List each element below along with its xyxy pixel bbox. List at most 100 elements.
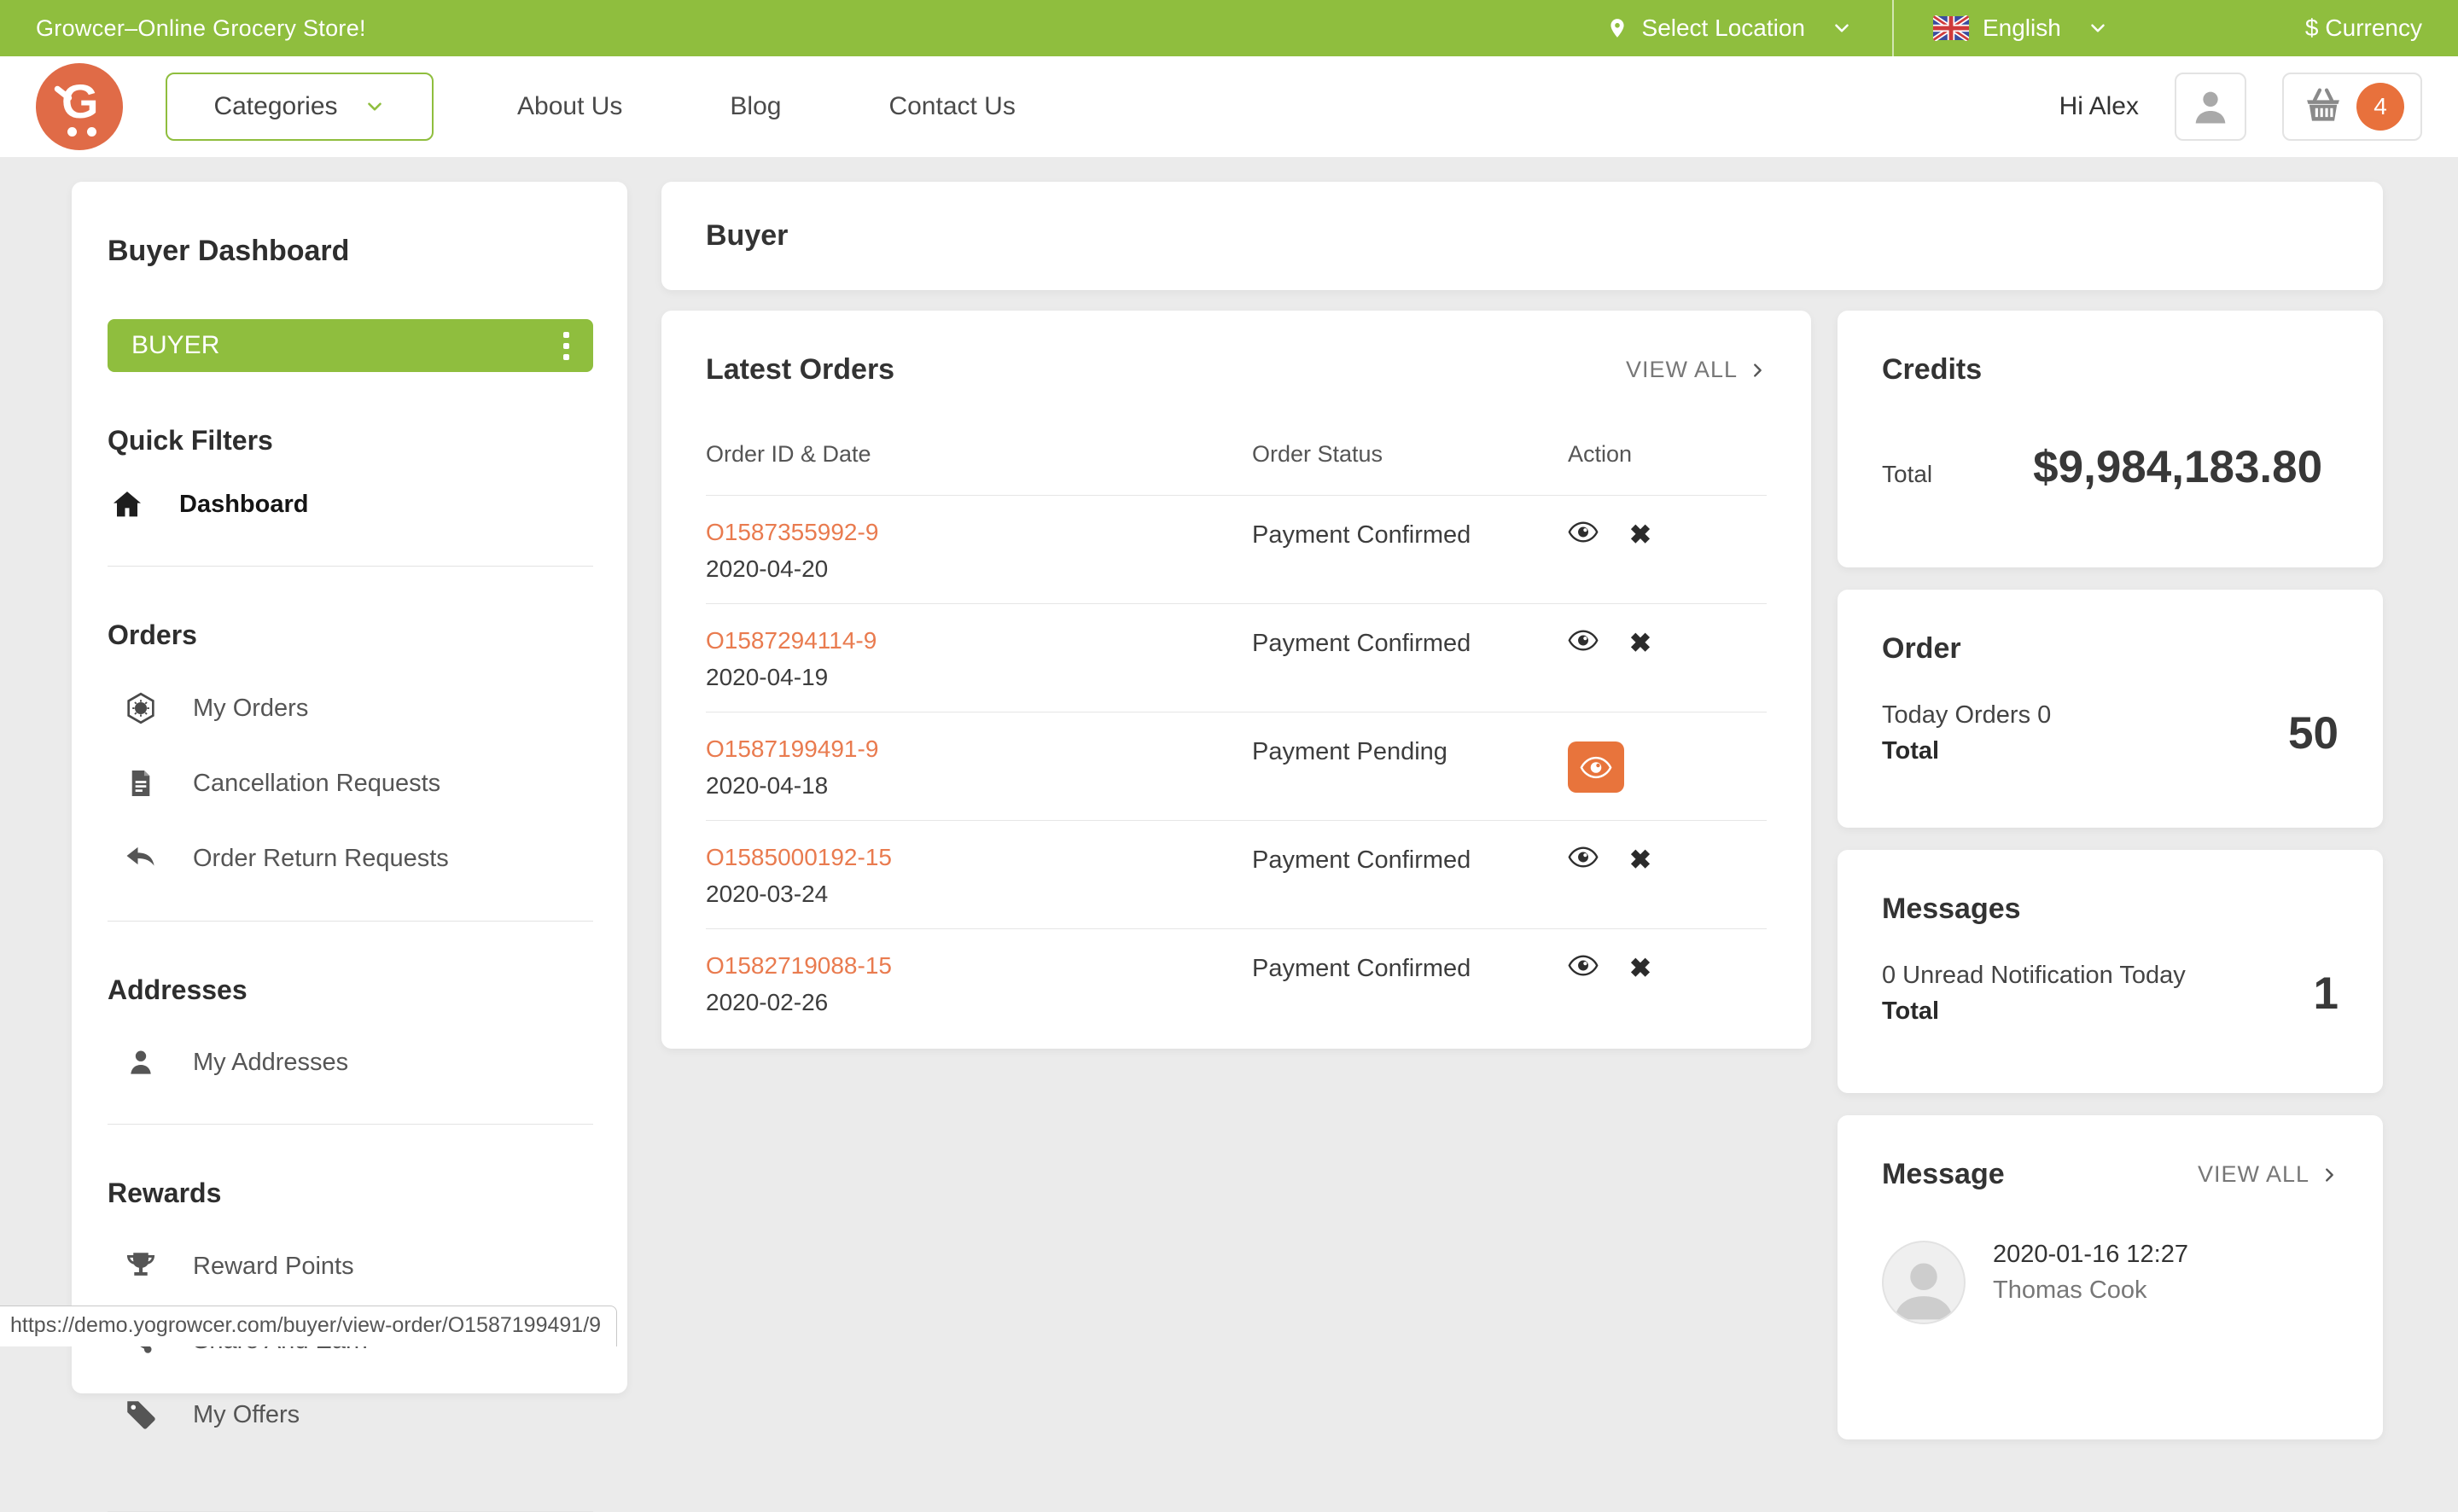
chevron-right-icon xyxy=(1748,361,1767,380)
cancel-order-button[interactable]: ✖ xyxy=(1629,953,1651,983)
order-status: Payment Confirmed xyxy=(1252,846,1471,874)
buyer-role-button[interactable]: BUYER xyxy=(108,319,593,372)
avatar xyxy=(1882,1241,1966,1324)
buyer-role-label: BUYER xyxy=(131,331,220,359)
orders-table-header: Order ID & Date Order Status Action xyxy=(706,441,1767,496)
order-status: Payment Confirmed xyxy=(1252,630,1471,657)
view-order-button[interactable] xyxy=(1568,630,1599,651)
sidebar-item-order-return-requests[interactable]: Order Return Requests xyxy=(108,840,593,876)
sidebar-item-label: Order Return Requests xyxy=(193,844,449,872)
location-pin-icon xyxy=(1606,17,1628,39)
order-total-label: Total xyxy=(1882,737,1940,765)
link-preview-statusbar: https://demo.yogrowcer.com/buyer/view-or… xyxy=(0,1306,618,1346)
unread-notification-label: 0 Unread Notification Today xyxy=(1882,962,2186,989)
language-label: English xyxy=(1982,15,2061,41)
main-column: Buyer Latest Orders VIEW ALL Order ID & … xyxy=(661,182,2383,1439)
order-date: 2020-04-19 xyxy=(706,664,829,690)
order-status: Payment Pending xyxy=(1252,738,1447,765)
table-row: O1587355992-9 2020-04-20 Payment Confirm… xyxy=(706,496,1767,604)
order-emblem-icon xyxy=(121,690,160,726)
select-location-label: Select Location xyxy=(1641,15,1805,41)
credits-title: Credits xyxy=(1882,353,1983,386)
sidebar-item-cancellation-requests[interactable]: Cancellation Requests xyxy=(108,765,593,801)
messages-stats-card: Messages 0 Unread Notification Today Tot… xyxy=(1838,850,2383,1093)
table-row: O1582719088-15 2020-02-26 Payment Confir… xyxy=(706,929,1767,1037)
column-header: Order ID & Date xyxy=(706,441,871,467)
view-order-button[interactable] xyxy=(1568,955,1599,976)
categories-label: Categories xyxy=(213,92,338,120)
order-status: Payment Confirmed xyxy=(1252,521,1471,549)
page-title: Buyer xyxy=(706,219,789,252)
addresses-heading: Addresses xyxy=(108,974,248,1005)
quick-filters-heading: Quick Filters xyxy=(108,425,273,456)
sidebar-item-my-offers[interactable]: My Offers xyxy=(108,1397,593,1433)
order-id-link[interactable]: O1582719088-15 xyxy=(706,952,892,979)
chevron-down-icon xyxy=(1831,17,1853,39)
sidebar-item-label: Reward Points xyxy=(193,1252,354,1280)
nav-blog[interactable]: Blog xyxy=(730,92,782,120)
dollar-icon: $ xyxy=(2304,15,2319,41)
stats-column: Credits Total $9,984,183.80 Order Today … xyxy=(1838,311,2383,1439)
page-title-card: Buyer xyxy=(661,182,2383,290)
person-icon xyxy=(121,1045,160,1079)
divider xyxy=(108,566,593,567)
order-id-link[interactable]: O1587294114-9 xyxy=(706,627,877,654)
latest-orders-title: Latest Orders xyxy=(706,353,895,386)
return-arrow-icon xyxy=(121,840,160,876)
message-sender: Thomas Cook xyxy=(1993,1276,2147,1304)
latest-orders-card: Latest Orders VIEW ALL Order ID & Date O… xyxy=(661,311,1811,1049)
chevron-down-icon xyxy=(2087,17,2109,39)
order-id-link[interactable]: O1587199491-9 xyxy=(706,736,879,762)
message-timestamp: 2020-01-16 12:27 xyxy=(1993,1241,2188,1268)
messages-total-label: Total xyxy=(1882,997,1940,1025)
messages-total-value: 1 xyxy=(2313,968,2339,1019)
order-id-link[interactable]: O1585000192-15 xyxy=(706,844,892,870)
credits-total-value: $9,984,183.80 xyxy=(2033,442,2323,492)
sidebar-item-dashboard[interactable]: Dashboard xyxy=(108,487,593,521)
cart-count-badge: 4 xyxy=(2356,83,2404,131)
main-nav: About Us Blog Contact Us xyxy=(517,92,1016,121)
view-order-button[interactable] xyxy=(1568,846,1599,868)
account-button[interactable] xyxy=(2175,73,2246,141)
column-header: Action xyxy=(1568,441,1633,467)
orders-view-all-link[interactable]: VIEW ALL xyxy=(1626,357,1767,383)
view-order-button-highlighted[interactable] xyxy=(1568,741,1624,793)
categories-button[interactable]: Categories xyxy=(166,73,434,141)
uk-flag-icon xyxy=(1932,15,1969,41)
cart-button[interactable]: 4 xyxy=(2282,73,2422,141)
sidebar-item-my-orders[interactable]: My Orders xyxy=(108,690,593,726)
nav-about-us[interactable]: About Us xyxy=(517,92,623,120)
column-header: Order Status xyxy=(1252,441,1383,467)
document-icon xyxy=(121,765,160,801)
tag-icon xyxy=(121,1397,160,1433)
trophy-icon xyxy=(121,1248,160,1284)
cancel-order-button[interactable]: ✖ xyxy=(1629,628,1651,658)
sidebar-item-my-addresses[interactable]: My Addresses xyxy=(108,1045,593,1079)
table-row: O1585000192-15 2020-03-24 Payment Confir… xyxy=(706,821,1767,929)
content: Buyer Dashboard BUYER Quick Filters Dash… xyxy=(0,157,2458,1512)
sidebar-item-label: My Offers xyxy=(193,1400,300,1428)
sidebar-item-label: Dashboard xyxy=(179,490,309,518)
growcer-logo[interactable]: G xyxy=(36,63,123,150)
messages-view-all-link[interactable]: VIEW ALL xyxy=(2198,1161,2339,1188)
sidebar-item-reward-points[interactable]: Reward Points xyxy=(108,1248,593,1284)
topbar-divider xyxy=(1891,0,1894,56)
list-item[interactable]: 2020-01-16 12:27 Thomas Cook xyxy=(1882,1241,2339,1324)
table-row: O1587294114-9 2020-04-19 Payment Confirm… xyxy=(706,604,1767,712)
cancel-order-button[interactable]: ✖ xyxy=(1629,845,1651,875)
order-stats-card: Order Today Orders 0 Total 50 xyxy=(1838,590,2383,828)
select-location-dropdown[interactable]: Select Location xyxy=(1606,15,1853,42)
message-list-title: Message xyxy=(1882,1158,2005,1190)
cancel-order-button[interactable]: ✖ xyxy=(1629,520,1651,550)
nav-contact-us[interactable]: Contact Us xyxy=(888,92,1016,120)
user-greeting: Hi Alex xyxy=(2059,92,2139,120)
rewards-heading: Rewards xyxy=(108,1178,222,1208)
top-announcement-bar: Growcer–Online Grocery Store! Select Loc… xyxy=(0,0,2458,56)
chevron-down-icon xyxy=(364,96,386,118)
order-id-link[interactable]: O1587355992-9 xyxy=(706,519,879,545)
home-icon xyxy=(108,487,147,521)
language-dropdown[interactable]: English xyxy=(1932,15,2109,42)
currency-dropdown[interactable]: $ Currency xyxy=(2305,15,2422,42)
view-order-button[interactable] xyxy=(1568,521,1599,543)
kebab-menu-icon[interactable] xyxy=(563,331,569,360)
